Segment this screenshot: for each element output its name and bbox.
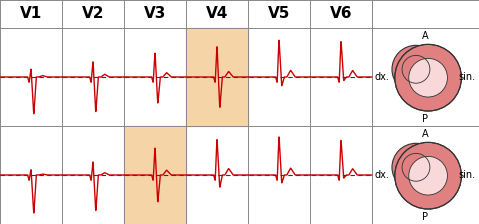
Circle shape — [392, 45, 440, 93]
Text: sin.: sin. — [459, 170, 476, 180]
Circle shape — [402, 153, 430, 181]
Text: A: A — [422, 129, 429, 139]
Circle shape — [409, 58, 447, 97]
Text: V6: V6 — [330, 6, 352, 22]
Text: V4: V4 — [206, 6, 228, 22]
Text: sin.: sin. — [459, 72, 476, 82]
Text: P: P — [422, 114, 429, 124]
Text: A: A — [422, 31, 429, 41]
Text: V1: V1 — [20, 6, 42, 22]
Circle shape — [402, 55, 430, 83]
Circle shape — [395, 44, 461, 111]
Text: P: P — [422, 212, 429, 222]
Circle shape — [395, 142, 461, 209]
Text: dx.: dx. — [375, 170, 390, 180]
Text: dx.: dx. — [375, 72, 390, 82]
Text: V3: V3 — [144, 6, 166, 22]
Text: V5: V5 — [268, 6, 290, 22]
Circle shape — [392, 143, 440, 191]
Circle shape — [409, 156, 447, 195]
Text: V2: V2 — [82, 6, 104, 22]
